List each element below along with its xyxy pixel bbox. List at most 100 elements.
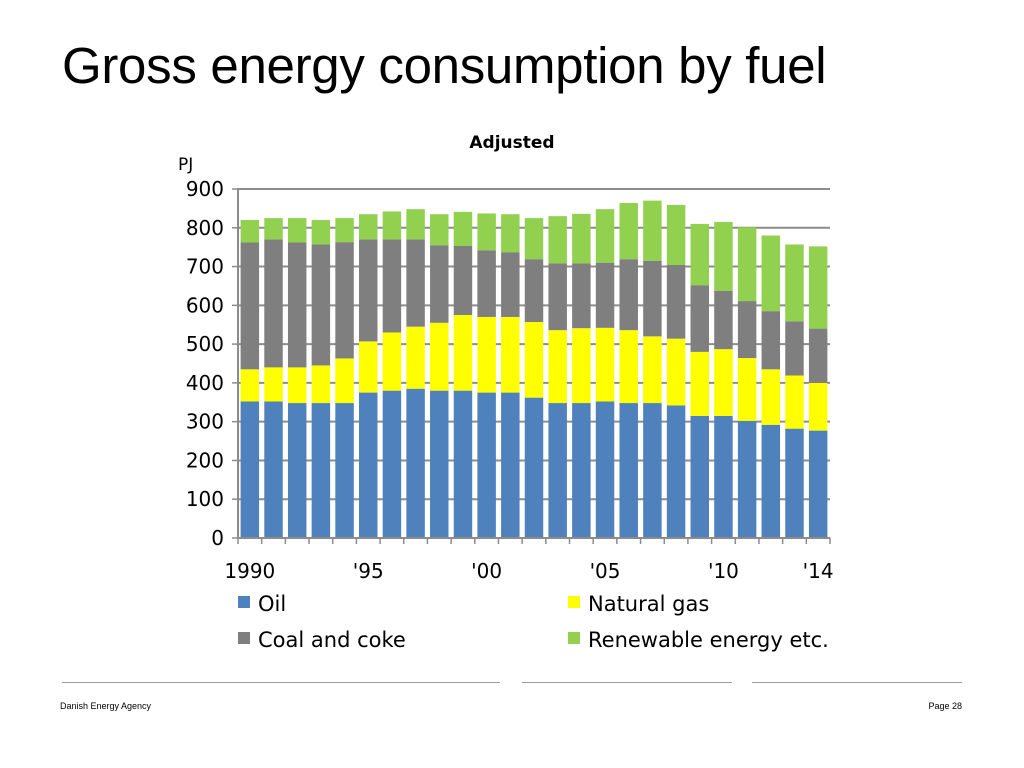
bar-1991-natural-gas [264, 367, 283, 402]
footer-page-number: Page 28 [928, 701, 962, 711]
bar-1996-coal-and-coke [382, 239, 402, 333]
y-tick-label-700: 700 [186, 255, 224, 279]
bar-1997-renewable-energy-etc [406, 209, 425, 240]
bar-2014-renewable-energy-etc [808, 246, 828, 329]
slide-title: Gross energy consumption by fuel [62, 37, 827, 94]
x-tick-label-1995: '95 [353, 559, 384, 583]
footer-divider-middle [522, 682, 732, 683]
bar-1999-oil [453, 390, 473, 538]
bar-2002-natural-gas [524, 322, 544, 398]
bar-1999-coal-and-coke [453, 246, 473, 316]
bar-1994-oil [335, 403, 354, 538]
tick-labels: 0 100 200 300 400 500 600 700 800 900 1990 '95 '00 '0… [186, 177, 834, 583]
x-tick-label-2010: '10 [708, 559, 739, 583]
x-tick-label-2005: '05 [590, 559, 621, 583]
bar-1998-oil [430, 390, 449, 538]
bar-1994-coal-and-coke [335, 242, 354, 359]
bar-2009-natural-gas [690, 351, 709, 416]
bar-2004-oil [572, 403, 591, 538]
bar-2008-coal-and-coke [666, 265, 686, 339]
legend-label-coal-and-coke: Coal and coke [258, 628, 406, 652]
bar-2001-oil [501, 392, 520, 538]
bar-1991-renewable-energy-etc [264, 218, 283, 240]
bar-2011-natural-gas [737, 358, 757, 421]
bar-2009-oil [690, 415, 709, 538]
bar-2008-natural-gas [666, 338, 686, 406]
bar-2006-renewable-energy-etc [619, 202, 638, 260]
bar-1999-renewable-energy-etc [453, 211, 473, 247]
legend-swatch-oil [238, 596, 250, 608]
bar-2011-coal-and-coke [737, 301, 757, 359]
bar-1990-natural-gas [240, 369, 260, 402]
bar-1995-renewable-energy-etc [359, 214, 378, 240]
bar-2008-oil [666, 405, 686, 538]
x-tick-label-2014: '14 [803, 559, 834, 583]
y-tick-label-0: 0 [211, 526, 224, 550]
bar-2010-oil [714, 415, 733, 538]
bar-2012-oil [761, 424, 781, 538]
bar-2002-oil [524, 397, 544, 538]
bar-1997-natural-gas [406, 326, 425, 389]
bar-2006-oil [619, 403, 638, 538]
bar-2000-renewable-energy-etc [477, 213, 496, 251]
bar-2001-natural-gas [501, 316, 520, 393]
bar-1997-coal-and-coke [406, 239, 425, 327]
bar-2003-oil [548, 403, 567, 538]
bar-1993-oil [311, 403, 331, 538]
x-tick-label-1990: 1990 [224, 559, 275, 583]
bar-2001-coal-and-coke [501, 252, 520, 317]
bar-2013-renewable-energy-etc [785, 244, 804, 322]
bar-2001-renewable-energy-etc [501, 214, 520, 253]
legend-label-oil: Oil [258, 592, 286, 616]
legend-swatch-coal-and-coke [238, 632, 250, 644]
bar-2013-natural-gas [785, 375, 804, 429]
bars [240, 200, 828, 538]
bar-2004-renewable-energy-etc [572, 213, 591, 264]
bar-2005-renewable-energy-etc [595, 209, 615, 263]
bar-2000-natural-gas [477, 316, 496, 393]
bar-1992-oil [287, 403, 307, 538]
legend: Oil Natural gas Coal and coke Renewable ene… [238, 592, 829, 652]
y-tick-label-900: 900 [186, 177, 224, 201]
bar-2004-natural-gas [572, 328, 591, 404]
bar-1995-oil [359, 392, 378, 538]
bar-2005-coal-and-coke [595, 262, 615, 328]
bar-1992-natural-gas [287, 367, 307, 404]
bar-2012-renewable-energy-etc [761, 235, 781, 312]
bar-2005-natural-gas [595, 327, 615, 402]
bar-1996-oil [382, 390, 402, 538]
bar-2003-renewable-energy-etc [548, 216, 567, 264]
axes [232, 188, 831, 544]
bar-2007-natural-gas [643, 336, 662, 404]
bar-2002-coal-and-coke [524, 259, 544, 323]
bar-2013-oil [785, 428, 804, 538]
bar-1990-coal-and-coke [240, 242, 260, 370]
bar-2004-coal-and-coke [572, 263, 591, 329]
bar-2011-oil [737, 420, 757, 538]
bar-1993-natural-gas [311, 365, 331, 404]
bar-2003-natural-gas [548, 330, 567, 404]
chart-title: Adjusted [469, 133, 554, 153]
y-tick-label-800: 800 [186, 216, 224, 240]
bar-1991-coal-and-coke [264, 239, 283, 368]
y-tick-label-600: 600 [186, 293, 224, 317]
bar-1991-oil [264, 401, 283, 538]
bar-1996-natural-gas [382, 332, 402, 391]
y-tick-label-300: 300 [186, 410, 224, 434]
bar-2007-coal-and-coke [643, 260, 662, 337]
bar-2010-natural-gas [714, 349, 733, 416]
bar-1990-oil [240, 401, 260, 538]
bar-2003-coal-and-coke [548, 263, 567, 331]
bar-2008-renewable-energy-etc [666, 204, 686, 266]
bar-1999-natural-gas [453, 315, 473, 391]
footer-divider-right [752, 682, 962, 683]
x-tick-label-2000: '00 [471, 559, 502, 583]
y-tick-label-200: 200 [186, 448, 224, 472]
bar-1993-renewable-energy-etc [311, 220, 331, 245]
bar-1992-renewable-energy-etc [287, 218, 307, 243]
bar-1992-coal-and-coke [287, 242, 307, 368]
bar-2009-renewable-energy-etc [690, 223, 709, 286]
legend-label-renewable-energy-etc: Renewable energy etc. [588, 628, 829, 652]
bar-1995-natural-gas [359, 341, 378, 393]
